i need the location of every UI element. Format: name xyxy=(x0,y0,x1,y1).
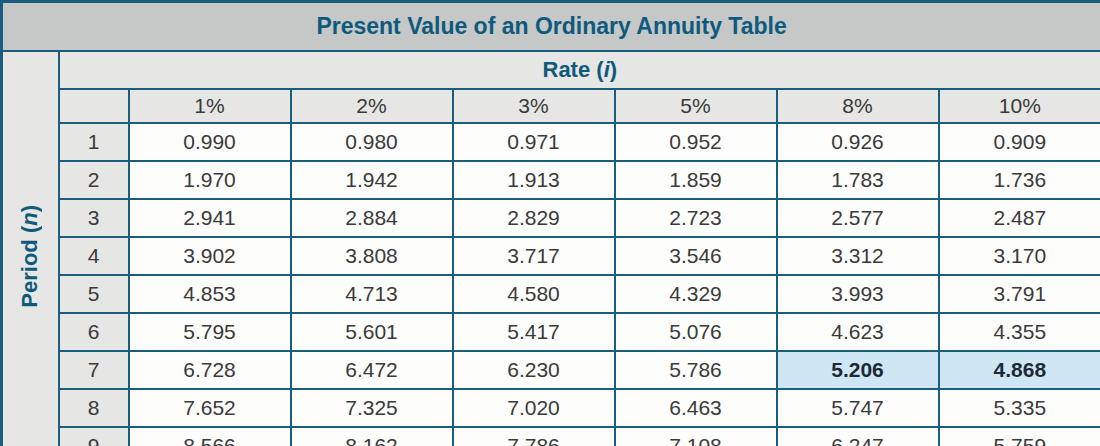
value-cell: 6.230 xyxy=(453,351,615,389)
value-cell: 0.990 xyxy=(129,123,291,161)
period-axis-suffix: ) xyxy=(17,205,42,212)
period-cell: 7 xyxy=(59,351,129,389)
value-cell: 3.312 xyxy=(777,237,939,275)
period-cell: 9 xyxy=(59,427,129,446)
table-row-period-6: 6 5.795 5.601 5.417 5.076 4.623 4.355 xyxy=(2,313,1100,351)
period-cell: 4 xyxy=(59,237,129,275)
value-cell: 3.791 xyxy=(939,275,1100,313)
table-row-period-1: 1 0.990 0.980 0.971 0.952 0.926 0.909 xyxy=(2,123,1100,161)
value-cell: 8.566 xyxy=(129,427,291,446)
period-axis-label: Period (n) xyxy=(19,205,41,308)
value-cell: 2.941 xyxy=(129,199,291,237)
value-cell: 4.355 xyxy=(939,313,1100,351)
rate-axis-prefix: Rate ( xyxy=(543,57,604,82)
rate-axis-row: Period (n) Rate (i) xyxy=(2,51,1100,89)
value-cell: 3.546 xyxy=(615,237,777,275)
value-cell: 3.717 xyxy=(453,237,615,275)
value-cell: 2.577 xyxy=(777,199,939,237)
value-cell: 1.783 xyxy=(777,161,939,199)
table-row-period-3: 3 2.941 2.884 2.829 2.723 2.577 2.487 xyxy=(2,199,1100,237)
value-cell: 0.952 xyxy=(615,123,777,161)
annuity-table-figure: Present Value of an Ordinary Annuity Tab… xyxy=(0,0,1100,446)
value-cell: 6.463 xyxy=(615,389,777,427)
period-cell: 8 xyxy=(59,389,129,427)
rate-column-header-1pct: 1% xyxy=(129,89,291,123)
value-cell: 6.472 xyxy=(291,351,453,389)
value-cell: 1.859 xyxy=(615,161,777,199)
value-cell: 3.902 xyxy=(129,237,291,275)
table-row-period-9: 9 8.566 8.162 7.786 7.108 6.247 5.759 xyxy=(2,427,1100,446)
value-cell: 4.623 xyxy=(777,313,939,351)
value-cell: 2.829 xyxy=(453,199,615,237)
value-cell: 8.162 xyxy=(291,427,453,446)
value-cell: 7.020 xyxy=(453,389,615,427)
table-row-period-2: 2 1.970 1.942 1.913 1.859 1.783 1.736 xyxy=(2,161,1100,199)
period-cell: 3 xyxy=(59,199,129,237)
value-cell: 0.980 xyxy=(291,123,453,161)
table-title: Present Value of an Ordinary Annuity Tab… xyxy=(2,2,1100,52)
rate-axis-cell: Rate (i) xyxy=(59,51,1100,89)
table-row-period-4: 4 3.902 3.808 3.717 3.546 3.312 3.170 xyxy=(2,237,1100,275)
period-cell: 6 xyxy=(59,313,129,351)
value-cell: 6.247 xyxy=(777,427,939,446)
value-cell: 5.759 xyxy=(939,427,1100,446)
value-cell: 5.747 xyxy=(777,389,939,427)
title-row: Present Value of an Ordinary Annuity Tab… xyxy=(2,2,1100,52)
highlighted-value-cell: 5.206 xyxy=(777,351,939,389)
value-cell: 5.335 xyxy=(939,389,1100,427)
period-cell: 5 xyxy=(59,275,129,313)
value-cell: 1.970 xyxy=(129,161,291,199)
rate-column-header-8pct: 8% xyxy=(777,89,939,123)
value-cell: 4.329 xyxy=(615,275,777,313)
value-cell: 1.942 xyxy=(291,161,453,199)
period-axis-symbol: n xyxy=(17,212,42,225)
rate-column-header-5pct: 5% xyxy=(615,89,777,123)
value-cell: 5.076 xyxy=(615,313,777,351)
rate-axis-label: Rate (i) xyxy=(543,57,618,82)
value-cell: 5.601 xyxy=(291,313,453,351)
value-cell: 5.417 xyxy=(453,313,615,351)
period-axis-prefix: Period ( xyxy=(17,225,42,307)
value-cell: 0.971 xyxy=(453,123,615,161)
value-cell: 1.736 xyxy=(939,161,1100,199)
corner-cell xyxy=(59,89,129,123)
period-cell: 1 xyxy=(59,123,129,161)
value-cell: 0.909 xyxy=(939,123,1100,161)
rate-column-header-10pct: 10% xyxy=(939,89,1100,123)
table-row-period-7: 7 6.728 6.472 6.230 5.786 5.206 4.868 xyxy=(2,351,1100,389)
rate-header-row: 1% 2% 3% 5% 8% 10% xyxy=(2,89,1100,123)
value-cell: 0.926 xyxy=(777,123,939,161)
value-cell: 5.795 xyxy=(129,313,291,351)
table-row-period-8: 8 7.652 7.325 7.020 6.463 5.747 5.335 xyxy=(2,389,1100,427)
value-cell: 7.325 xyxy=(291,389,453,427)
rate-column-header-2pct: 2% xyxy=(291,89,453,123)
rate-column-header-3pct: 3% xyxy=(453,89,615,123)
value-cell: 7.786 xyxy=(453,427,615,446)
period-axis-cell: Period (n) xyxy=(2,51,59,446)
value-cell: 2.487 xyxy=(939,199,1100,237)
highlighted-value-cell: 4.868 xyxy=(939,351,1100,389)
value-cell: 1.913 xyxy=(453,161,615,199)
value-cell: 3.170 xyxy=(939,237,1100,275)
value-cell: 7.108 xyxy=(615,427,777,446)
value-cell: 5.786 xyxy=(615,351,777,389)
value-cell: 4.853 xyxy=(129,275,291,313)
value-cell: 7.652 xyxy=(129,389,291,427)
value-cell: 3.993 xyxy=(777,275,939,313)
rate-axis-suffix: ) xyxy=(610,57,617,82)
present-value-annuity-table: Present Value of an Ordinary Annuity Tab… xyxy=(0,0,1100,446)
value-cell: 3.808 xyxy=(291,237,453,275)
period-cell: 2 xyxy=(59,161,129,199)
value-cell: 2.884 xyxy=(291,199,453,237)
value-cell: 6.728 xyxy=(129,351,291,389)
table-row-period-5: 5 4.853 4.713 4.580 4.329 3.993 3.791 xyxy=(2,275,1100,313)
value-cell: 4.580 xyxy=(453,275,615,313)
value-cell: 2.723 xyxy=(615,199,777,237)
value-cell: 4.713 xyxy=(291,275,453,313)
